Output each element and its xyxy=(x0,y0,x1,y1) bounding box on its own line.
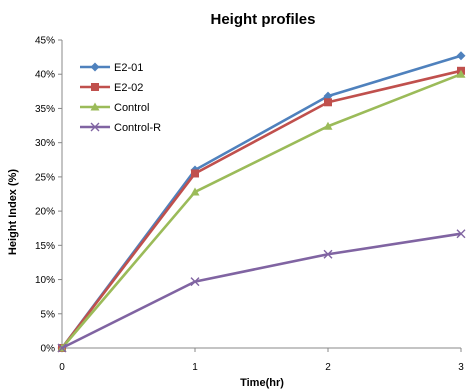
y-tick-label: 5% xyxy=(41,309,56,320)
legend-item: Control xyxy=(80,102,149,114)
legend-item: E2-02 xyxy=(80,82,143,94)
chart-title: Height profiles xyxy=(210,11,315,28)
series-line xyxy=(60,69,462,349)
legend-marker xyxy=(91,83,99,91)
y-tick-label: 30% xyxy=(35,138,55,149)
legend-label: E2-02 xyxy=(114,82,143,94)
data-point-marker xyxy=(323,249,333,259)
legend-item: E2-01 xyxy=(80,62,143,74)
y-tick-label: 10% xyxy=(35,275,55,286)
y-tick-label: 45% xyxy=(35,36,55,47)
series-layer xyxy=(57,51,466,353)
x-axis-label: Time(hr) xyxy=(240,377,284,389)
data-point-marker xyxy=(456,229,466,239)
x-axis-ticks: 0 1 2 3 xyxy=(59,348,464,373)
data-point-marker xyxy=(323,121,333,130)
data-point-marker xyxy=(324,98,332,107)
series-line xyxy=(61,232,462,350)
data-point-marker xyxy=(190,187,200,196)
y-tick-label: 15% xyxy=(35,241,55,252)
series-control-r xyxy=(57,229,466,353)
y-axis-label: Height Index (%) xyxy=(7,169,19,256)
x-tick-label: 1 xyxy=(192,362,198,373)
y-tick-label: 40% xyxy=(35,70,55,81)
legend-label: E2-01 xyxy=(114,62,143,74)
legend-item: Control-R xyxy=(80,122,161,134)
data-point-marker xyxy=(456,69,466,78)
x-tick-label: 3 xyxy=(458,362,464,373)
y-tick-label: 0% xyxy=(41,344,56,355)
series-line xyxy=(61,73,462,349)
legend-label: Control-R xyxy=(114,122,161,134)
legend-marker xyxy=(90,122,100,132)
data-point-marker xyxy=(190,277,200,287)
y-axis-ticks: 0% 5% 10% 15% 20% 25% 30% 35% 40% 45% xyxy=(35,36,62,355)
x-tick-label: 2 xyxy=(325,362,331,373)
legend-marker xyxy=(90,102,100,111)
legend: E2-01 E2-02 Control Control-R xyxy=(80,62,161,134)
series-line xyxy=(60,54,462,349)
legend-label: Control xyxy=(114,102,149,114)
legend-marker xyxy=(90,62,100,72)
x-tick-label: 0 xyxy=(59,362,65,373)
data-point-marker xyxy=(57,343,67,353)
data-point-marker xyxy=(456,51,466,61)
y-tick-label: 25% xyxy=(35,172,55,183)
y-tick-label: 35% xyxy=(35,104,55,115)
y-tick-label: 20% xyxy=(35,207,55,218)
data-point-marker xyxy=(191,169,199,178)
